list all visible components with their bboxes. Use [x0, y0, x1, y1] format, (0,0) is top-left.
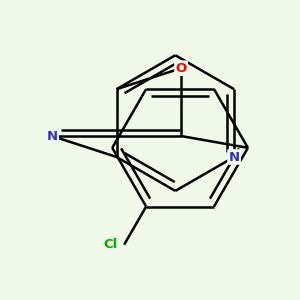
Text: O: O: [176, 62, 187, 75]
Text: Cl: Cl: [104, 238, 118, 251]
Text: N: N: [46, 130, 58, 142]
Text: N: N: [229, 151, 240, 164]
